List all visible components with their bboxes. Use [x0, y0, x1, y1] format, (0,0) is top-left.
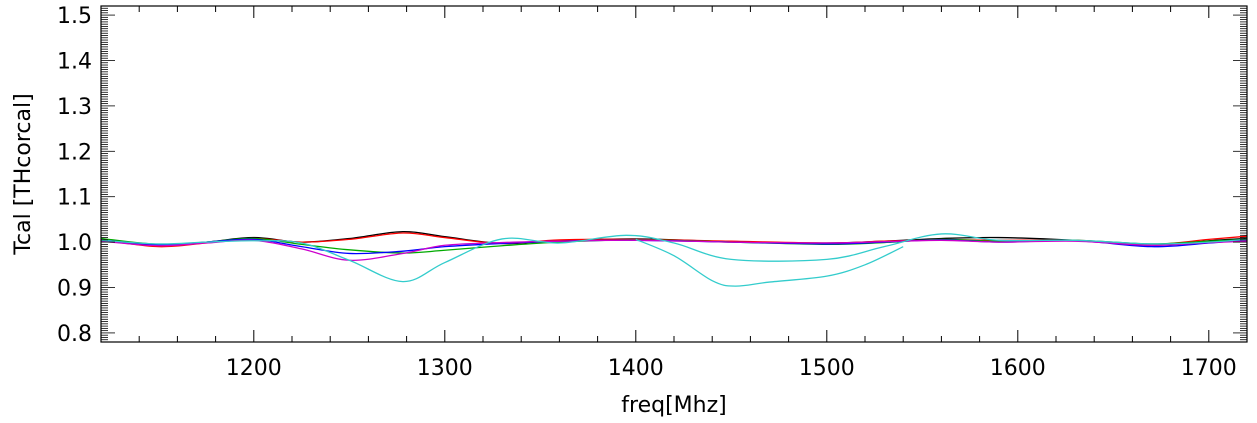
y-tick-label: 1.1	[57, 186, 92, 211]
x-tick-labels: 1200 1300 1400 1500 1600 1700	[226, 356, 1237, 381]
axis-ticks	[100, 5, 1248, 343]
y-tick-label: 1.2	[57, 140, 92, 165]
y-axis-title: Tcal [THcorcal]	[11, 93, 36, 255]
y-tick-label: 0.9	[57, 277, 92, 302]
series-line-6	[100, 233, 1248, 283]
y-tick-label: 1.0	[57, 231, 92, 256]
x-tick-label: 1400	[608, 356, 664, 381]
y-tick-label: 0.8	[57, 322, 92, 347]
y-tick-label: 1.4	[57, 49, 92, 74]
x-tick-label: 1200	[226, 356, 282, 381]
y-tick-label: 1.3	[57, 95, 92, 120]
y-tick-label: 1.5	[57, 4, 92, 29]
y-tick-labels: 0.8 0.9 1.0 1.1 1.2 1.3 1.4 1.5	[57, 4, 92, 347]
x-tick-label: 1300	[417, 356, 473, 381]
series-line-5	[100, 239, 1248, 261]
x-tick-label: 1600	[990, 356, 1046, 381]
plot-lines	[100, 231, 1248, 287]
plot-border	[100, 5, 1248, 343]
series-line-7	[635, 238, 904, 287]
x-tick-label: 1500	[799, 356, 855, 381]
x-axis-title: freq[Mhz]	[621, 393, 726, 418]
plot-frame	[100, 5, 1248, 343]
x-tick-label: 1700	[1181, 356, 1237, 381]
